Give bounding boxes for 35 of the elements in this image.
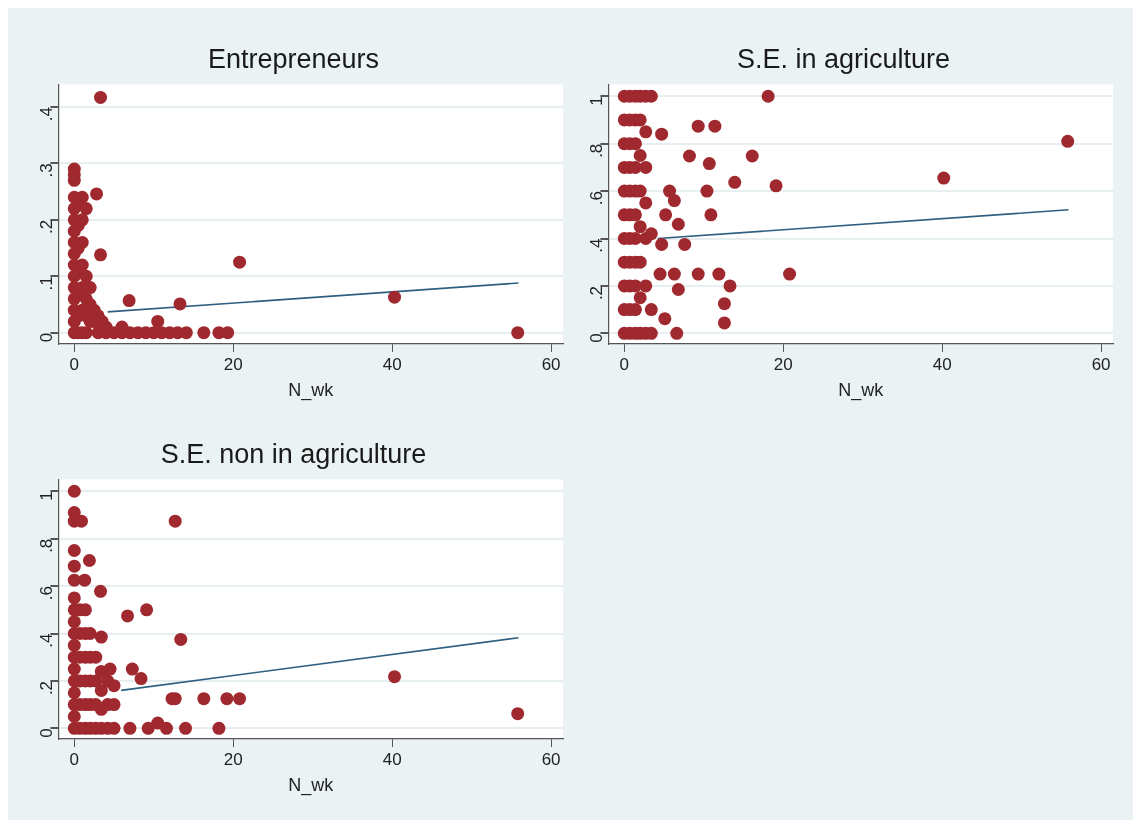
y-tick-label: .8 — [587, 143, 607, 158]
chart-title: S.E. in agriculture — [736, 43, 951, 74]
x-tick-label: 20 — [773, 354, 793, 374]
x-tick-label: 20 — [223, 354, 243, 374]
y-tick-label: .2 — [587, 285, 607, 301]
x-tick-label: 40 — [382, 354, 402, 374]
x-tick-label: 60 — [1091, 354, 1111, 374]
x-tick-label: 40 — [382, 749, 402, 769]
x-tick-label: 60 — [541, 749, 561, 769]
y-tick-label: .6 — [37, 586, 57, 601]
y-tick-label: 0 — [37, 728, 57, 738]
y-tick-label: 0 — [37, 332, 57, 343]
y-tick-label: 1 — [37, 491, 57, 501]
y-tick-label: .8 — [37, 538, 57, 553]
x-axis-title: N_wk — [288, 380, 335, 402]
y-tick-label: .1 — [37, 276, 57, 291]
x-axis-title: N_wk — [288, 775, 335, 797]
y-tick-label: .3 — [37, 163, 57, 178]
x-axis-title: N_wk — [838, 380, 885, 402]
chart-title: S.E. non in agriculture — [160, 438, 427, 469]
x-tick-label: 0 — [69, 749, 80, 769]
x-tick-label: 0 — [619, 354, 630, 374]
y-tick-label: .4 — [37, 633, 57, 648]
x-tick-label: 60 — [541, 354, 561, 374]
y-tick-label: .4 — [587, 238, 607, 253]
chart-title: Entrepreneurs — [207, 43, 380, 74]
y-tick-label: 1 — [587, 96, 607, 106]
y-tick-label: .2 — [37, 219, 57, 235]
x-tick-label: 40 — [932, 354, 952, 374]
y-tick-label: 0 — [587, 333, 607, 343]
y-tick-label: .6 — [587, 191, 607, 206]
x-tick-label: 20 — [223, 749, 243, 769]
y-tick-label: .4 — [37, 106, 57, 122]
y-tick-label: .2 — [37, 680, 57, 696]
x-tick-label: 0 — [69, 354, 80, 374]
